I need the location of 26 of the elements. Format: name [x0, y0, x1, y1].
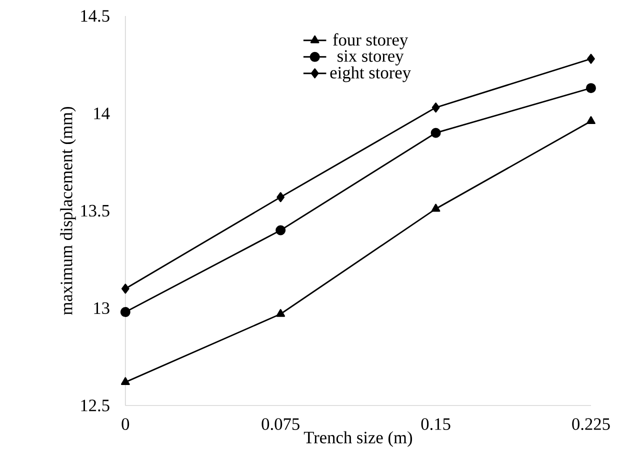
legend-label: six storey [338, 50, 404, 66]
y-tick-label: 14 [94, 108, 110, 120]
point [276, 192, 285, 202]
point [432, 102, 440, 113]
x-tick-label: 0.225 [572, 418, 610, 430]
x-tick-label: 0 [122, 418, 130, 430]
point [430, 128, 441, 138]
point [120, 377, 130, 386]
point [121, 284, 130, 294]
point [276, 309, 286, 318]
y-tick-label: 14.5 [81, 10, 110, 22]
point [587, 54, 595, 64]
point [431, 204, 440, 212]
x-tick-label: 0.075 [262, 418, 300, 430]
x-tick-label: 0.15 [421, 418, 450, 430]
y-tick-label: 13.5 [81, 205, 110, 217]
y-axis-title: maximum displacement (mm) [60, 107, 76, 316]
point [276, 225, 286, 236]
y-tick-label: 13 [94, 302, 110, 314]
point [586, 116, 596, 124]
legend-label: four storey [333, 33, 408, 50]
x-axis-title: Trench size (m) [304, 431, 412, 448]
point [120, 307, 130, 318]
legend-label: eight storey [330, 66, 411, 82]
point [586, 83, 596, 94]
y-tick-label: 12.5 [81, 400, 110, 412]
